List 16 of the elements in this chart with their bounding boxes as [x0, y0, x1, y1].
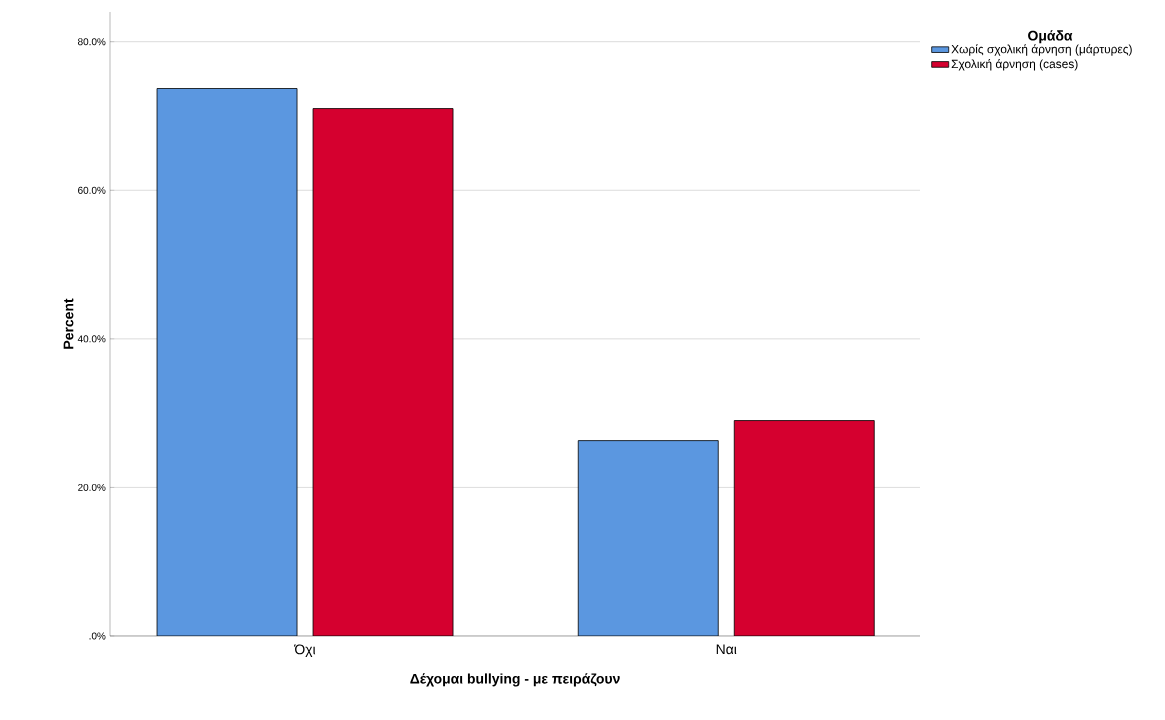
y-tick-label: 20.0%	[78, 483, 106, 491]
bar	[733, 420, 875, 636]
y-tick-label: 60.0%	[78, 186, 106, 194]
y-tick-label: 80.0%	[78, 38, 106, 46]
legend-title: Ομάδα	[1028, 30, 1073, 44]
legend-label: Χωρίς σχολική άρνηση (μάρτυρες)	[951, 44, 1132, 56]
y-tick-label: 40.0%	[77, 335, 106, 343]
x-tick-label: Όχι	[293, 644, 316, 658]
bar	[156, 88, 298, 636]
legend-label: Σχολική άρνηση (cases)	[951, 59, 1078, 71]
x-tick-label: Ναι	[716, 644, 737, 655]
y-axis-title: Percent	[63, 298, 74, 349]
y-tick-label: .0%	[89, 632, 106, 640]
bar	[312, 108, 454, 636]
x-axis-title: Δέχομαι bullying - με πειράζουν	[410, 673, 620, 687]
bar	[577, 440, 719, 636]
